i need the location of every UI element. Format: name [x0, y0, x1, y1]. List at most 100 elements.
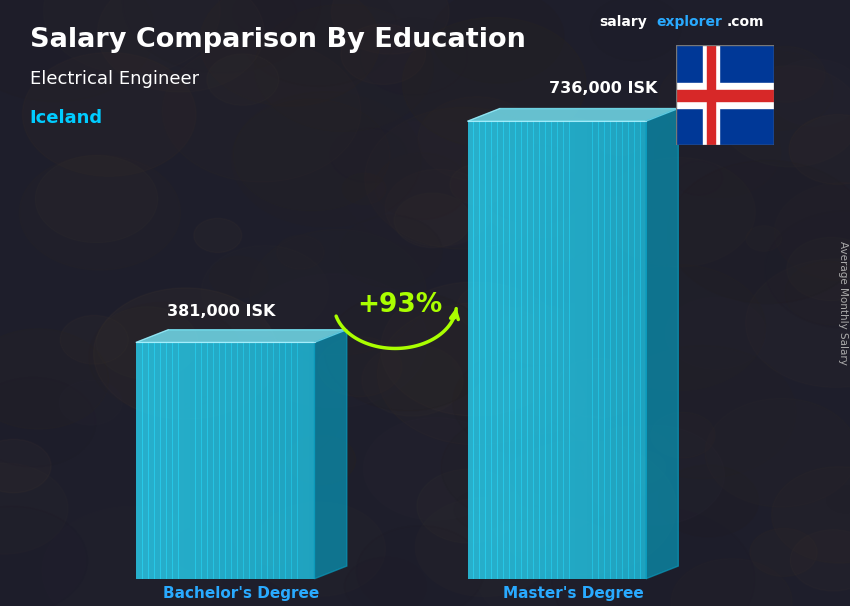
Bar: [545, 121, 552, 579]
Circle shape: [479, 145, 591, 224]
Bar: [172, 342, 178, 579]
Circle shape: [502, 527, 550, 562]
Circle shape: [0, 439, 51, 493]
Circle shape: [240, 274, 428, 408]
Circle shape: [827, 486, 850, 513]
Bar: [610, 121, 617, 579]
Circle shape: [356, 525, 484, 606]
Circle shape: [340, 215, 442, 288]
Circle shape: [210, 256, 268, 298]
Circle shape: [552, 507, 755, 606]
Circle shape: [602, 158, 755, 267]
Bar: [255, 342, 262, 579]
Circle shape: [330, 128, 407, 182]
Circle shape: [747, 47, 824, 102]
Text: 381,000 ISK: 381,000 ISK: [167, 304, 275, 319]
Circle shape: [496, 286, 540, 316]
Circle shape: [360, 18, 468, 95]
Text: .com: .com: [727, 15, 764, 29]
Circle shape: [277, 236, 324, 269]
Circle shape: [342, 120, 522, 248]
Circle shape: [580, 427, 678, 497]
Text: explorer: explorer: [656, 15, 722, 29]
Circle shape: [453, 350, 598, 454]
Circle shape: [200, 0, 380, 106]
Circle shape: [98, 0, 264, 92]
Circle shape: [706, 398, 850, 507]
Circle shape: [250, 229, 426, 355]
Circle shape: [239, 0, 398, 86]
Circle shape: [341, 24, 426, 84]
Circle shape: [88, 302, 241, 411]
Bar: [142, 342, 149, 579]
Circle shape: [787, 238, 850, 301]
Text: Average Monthly Salary: Average Monthly Salary: [838, 241, 848, 365]
Circle shape: [491, 367, 585, 434]
Bar: [509, 121, 516, 579]
Bar: [703, 45, 719, 145]
Circle shape: [479, 491, 562, 551]
Text: Salary Comparison By Education: Salary Comparison By Education: [30, 27, 525, 53]
Circle shape: [318, 337, 402, 396]
Bar: [207, 342, 214, 579]
Bar: [628, 121, 635, 579]
Circle shape: [201, 245, 328, 336]
Bar: [634, 121, 641, 579]
Circle shape: [233, 99, 390, 211]
Circle shape: [377, 303, 576, 445]
Bar: [225, 342, 232, 579]
Circle shape: [658, 465, 758, 537]
Bar: [468, 121, 474, 579]
Circle shape: [332, 0, 449, 54]
Circle shape: [207, 54, 279, 105]
Circle shape: [765, 211, 850, 328]
Circle shape: [342, 173, 386, 204]
Circle shape: [416, 498, 554, 596]
Text: Bachelor's Degree: Bachelor's Degree: [163, 586, 320, 601]
Circle shape: [551, 416, 626, 470]
Bar: [497, 121, 504, 579]
Bar: [249, 342, 256, 579]
Circle shape: [585, 425, 724, 525]
Circle shape: [96, 307, 198, 379]
Bar: [616, 121, 623, 579]
Bar: [581, 121, 587, 579]
Circle shape: [484, 164, 678, 302]
Bar: [598, 121, 605, 579]
Bar: [160, 342, 167, 579]
Circle shape: [475, 516, 632, 606]
Bar: [154, 342, 161, 579]
Polygon shape: [468, 108, 678, 121]
Polygon shape: [314, 330, 347, 579]
Bar: [309, 342, 315, 579]
Circle shape: [772, 467, 850, 563]
Bar: [539, 121, 546, 579]
Bar: [237, 342, 244, 579]
Circle shape: [745, 259, 850, 387]
Circle shape: [185, 353, 343, 465]
Circle shape: [564, 197, 670, 271]
Bar: [243, 342, 250, 579]
Bar: [178, 342, 184, 579]
Circle shape: [597, 122, 643, 155]
Text: Electrical Engineer: Electrical Engineer: [30, 70, 199, 88]
Bar: [563, 121, 570, 579]
Circle shape: [588, 264, 766, 391]
Circle shape: [774, 182, 850, 281]
Bar: [676, 83, 774, 108]
Bar: [148, 342, 155, 579]
Circle shape: [659, 58, 773, 139]
Bar: [273, 342, 280, 579]
Circle shape: [672, 559, 792, 606]
Circle shape: [488, 440, 677, 574]
Circle shape: [655, 108, 781, 198]
Bar: [515, 121, 522, 579]
Bar: [231, 342, 238, 579]
Circle shape: [450, 164, 507, 205]
Bar: [190, 342, 196, 579]
Circle shape: [619, 451, 666, 484]
Circle shape: [651, 412, 715, 458]
Circle shape: [162, 41, 361, 182]
Circle shape: [325, 291, 492, 411]
Text: 736,000 ISK: 736,000 ISK: [549, 81, 658, 96]
